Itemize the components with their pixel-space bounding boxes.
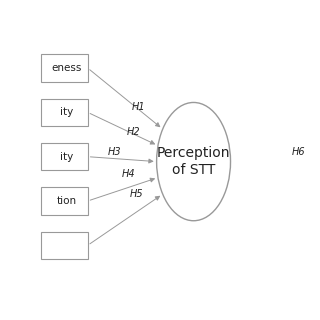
- Text: ity: ity: [60, 152, 73, 162]
- Bar: [41, 143, 88, 170]
- Text: tion: tion: [57, 196, 77, 206]
- Bar: [41, 99, 88, 126]
- Text: Perception
of STT: Perception of STT: [157, 147, 230, 177]
- Text: H3: H3: [107, 147, 121, 157]
- Bar: [41, 232, 88, 259]
- Text: H2: H2: [127, 127, 141, 137]
- Bar: [41, 188, 88, 215]
- Text: eness: eness: [52, 63, 82, 73]
- Ellipse shape: [156, 102, 230, 221]
- Text: H1: H1: [132, 102, 146, 112]
- Text: H4: H4: [122, 169, 136, 179]
- Text: H5: H5: [130, 188, 143, 198]
- Bar: [41, 54, 88, 82]
- Text: ity: ity: [60, 107, 73, 117]
- Text: H6: H6: [292, 147, 306, 157]
